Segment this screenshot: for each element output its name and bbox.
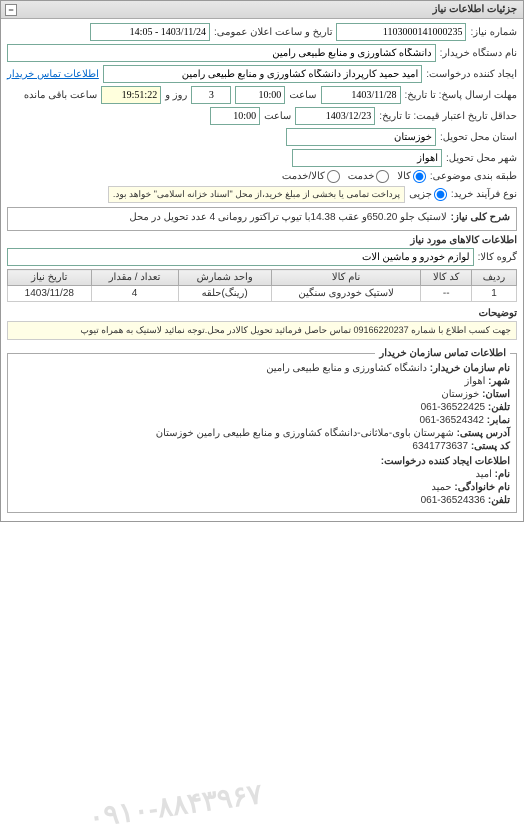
city-input[interactable] [292, 149, 442, 167]
cat-kala-option[interactable]: کالا [397, 170, 426, 183]
goods-table: ردیفکد کالانام کالاواحد شمارشتعداد / مقد… [7, 269, 517, 302]
city-label: شهر محل تحویل: [446, 153, 517, 164]
c-family: حمید [431, 482, 451, 493]
c-address-label: آدرس پستی: [457, 428, 510, 439]
price-validity-hour-label: ساعت [264, 111, 291, 122]
goods-section-title: اطلاعات کالاهای مورد نیاز [7, 235, 517, 246]
remain-time-input[interactable] [101, 86, 161, 104]
need-title-fieldset: شرح کلی نیاز: لاستیک جلو 650.20و عقب 14.… [7, 207, 517, 231]
goods-group-label: گروه کالا: [478, 252, 517, 263]
table-cell: -- [421, 286, 472, 302]
panel-body: شماره نیاز: تاریخ و ساعت اعلان عمومی: نا… [1, 19, 523, 521]
c-org: دانشگاه کشاورزی و منابع طبیعی رامین [266, 363, 427, 374]
table-header-cell: ردیف [471, 270, 516, 286]
contact-section-legend: اطلاعات تماس سازمان خریدار [375, 348, 510, 359]
cat-kala-radio[interactable] [413, 170, 426, 183]
creator-label: ایجاد کننده درخواست: [426, 69, 517, 80]
c-org-label: نام سازمان خریدار: [430, 363, 510, 374]
need-title-text: لاستیک جلو 650.20و عقب 14.38با تیوپ تراک… [129, 212, 446, 223]
watermark-text: ۰۹۱۰-۸۸۴۳۹۶۷ [87, 777, 265, 834]
c-phone-label: تلفن: [488, 495, 510, 506]
need-number-label: شماره نیاز: [470, 27, 517, 38]
panel-header: جزئیات اطلاعات نیاز − [1, 1, 523, 19]
table-header-row: ردیفکد کالانام کالاواحد شمارشتعداد / مقد… [8, 270, 517, 286]
c-city: اهواز [465, 376, 486, 387]
province-input[interactable] [286, 128, 436, 146]
c-name: امید [475, 469, 491, 480]
buyer-org-label: نام دستگاه خریدار: [440, 48, 517, 59]
cat-khadamat-radio[interactable] [376, 170, 389, 183]
price-validity-hour-input[interactable] [210, 107, 260, 125]
table-cell: 4 [91, 286, 178, 302]
panel-title: جزئیات اطلاعات نیاز [433, 4, 517, 15]
price-validity-label: حداقل تاریخ اعتبار قیمت: تا تاریخ: [379, 111, 517, 122]
table-body: 1--لاستیک خودروی سنگین(رینگ)حلقه41403/11… [8, 286, 517, 302]
collapse-icon[interactable]: − [5, 4, 17, 16]
buy-type-radio-group: جزیی [409, 188, 447, 201]
cat-mixed-option[interactable]: کالا/خدمت [282, 170, 340, 183]
c-tel-label: تلفن: [488, 402, 510, 413]
table-cell: 1403/11/28 [8, 286, 92, 302]
contact-fieldset: اطلاعات تماس سازمان خریدار نام سازمان خر… [7, 348, 517, 513]
c-fax-label: نمابر: [487, 415, 510, 426]
c-name-label: نام: [495, 469, 510, 480]
c-fax: 36524342-061 [419, 415, 484, 426]
table-header-cell: نام کالا [271, 270, 421, 286]
deadline-hour-input[interactable] [235, 86, 285, 104]
cat-mixed-radio[interactable] [327, 170, 340, 183]
deadline-date-input[interactable] [321, 86, 401, 104]
need-title-label: شرح کلی نیاز: [451, 212, 510, 223]
table-row: 1--لاستیک خودروی سنگین(رینگ)حلقه41403/11… [8, 286, 517, 302]
buyer-org-input[interactable] [7, 44, 436, 62]
details-panel: جزئیات اطلاعات نیاز − شماره نیاز: تاریخ … [0, 0, 524, 522]
cat-khadamat-option[interactable]: خدمت [348, 170, 390, 183]
extra-desc-label: توضیحات [7, 308, 517, 319]
contact-link[interactable]: اطلاعات تماس خریدار [7, 69, 99, 80]
price-validity-date-input[interactable] [295, 107, 375, 125]
need-number-input[interactable] [336, 23, 466, 41]
province-label: استان محل تحویل: [440, 132, 517, 143]
c-province: خوزستان [441, 389, 479, 400]
c-tel: 36522425-061 [421, 402, 486, 413]
extra-desc-box: جهت کسب اطلاع با شماره 09166220237 تماس … [7, 321, 517, 340]
remain-days-input[interactable] [191, 86, 231, 104]
buy-type-label: نوع فرآیند خرید: [451, 189, 517, 200]
table-header-cell: تعداد / مقدار [91, 270, 178, 286]
c-address: شهرستان باوی-ملاثانی-دانشگاه کشاورزی و م… [156, 428, 454, 439]
c-req-creator-section: اطلاعات ایجاد کننده درخواست: [381, 456, 510, 467]
deadline-hour-label: ساعت [289, 90, 316, 101]
deadline-label: مهلت ارسال پاسخ: تا تاریخ: [405, 90, 517, 101]
c-postal: 6341773637 [412, 441, 468, 452]
cat-label: طبقه بندی موضوعی: [430, 171, 517, 182]
category-radio-group: کالا خدمت کالا/خدمت [282, 170, 426, 183]
table-header-cell: کد کالا [421, 270, 472, 286]
table-cell: 1 [471, 286, 516, 302]
table-header-cell: تاریخ نیاز [8, 270, 92, 286]
c-phone: 36524336-061 [421, 495, 486, 506]
buy-partial-radio[interactable] [434, 188, 447, 201]
datetime-label: تاریخ و ساعت اعلان عمومی: [214, 27, 333, 38]
goods-group-input[interactable] [7, 248, 474, 266]
c-postal-label: کد پستی: [471, 441, 510, 452]
buy-note: پرداخت تمامی یا بخشی از مبلغ خرید،از محل… [108, 186, 405, 203]
buy-partial-option[interactable]: جزیی [409, 188, 447, 201]
datetime-input[interactable] [90, 23, 210, 41]
c-city-label: شهر: [488, 376, 510, 387]
creator-input[interactable] [103, 65, 422, 83]
c-family-label: نام خانوادگی: [454, 482, 510, 493]
table-header-cell: واحد شمارش [178, 270, 271, 286]
table-cell: (رینگ)حلقه [178, 286, 271, 302]
table-cell: لاستیک خودروی سنگین [271, 286, 421, 302]
remain-time-label: ساعت باقی مانده [24, 90, 97, 101]
remain-days-label: روز و [165, 90, 187, 101]
c-province-label: استان: [482, 389, 510, 400]
